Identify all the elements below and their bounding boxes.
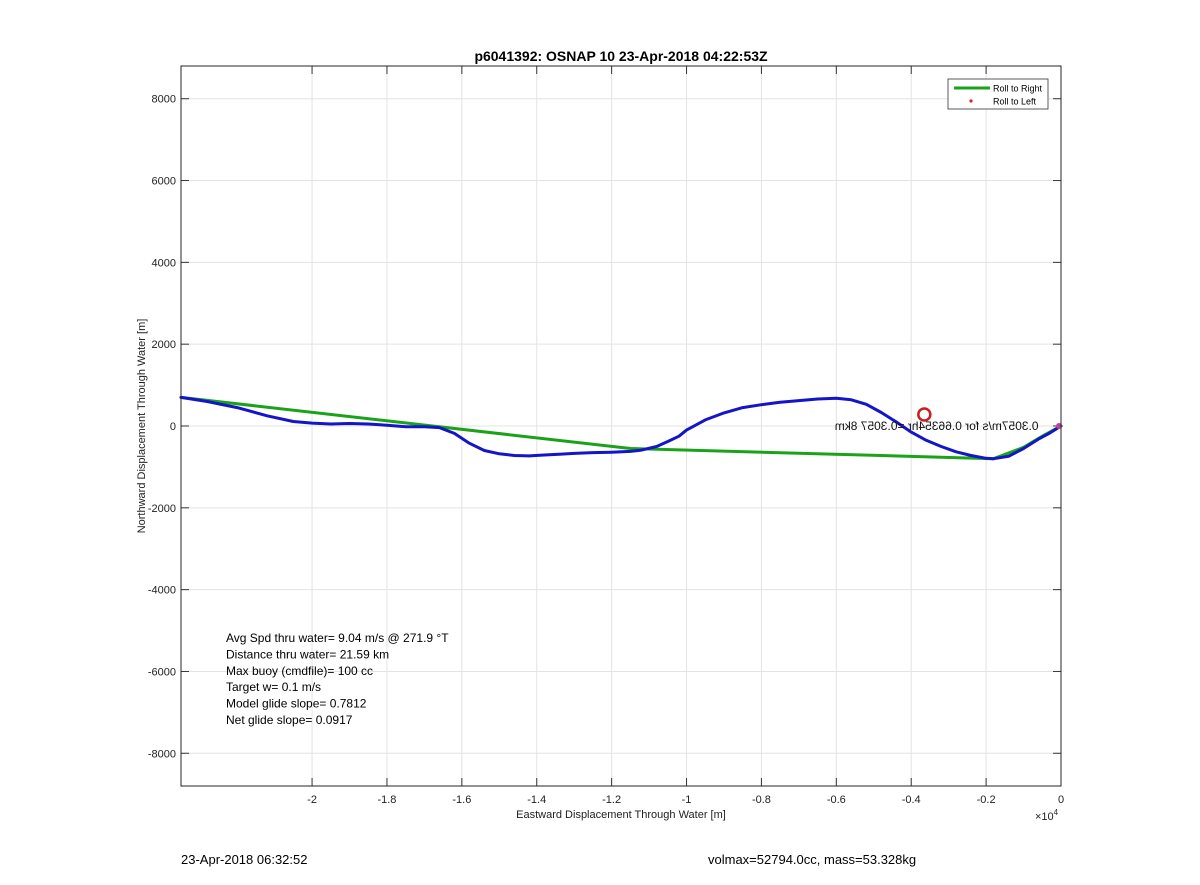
y-tick-label: 6000 <box>152 176 176 188</box>
y-tick-label: 2000 <box>152 339 176 351</box>
x-tick-label: -2 <box>307 794 317 806</box>
stats-line: Model glide slope= 0.7812 <box>226 697 367 711</box>
stats-line: Net glide slope= 0.0917 <box>226 713 353 727</box>
mirrored-annotation: 0.3057m/s for 0.66354hr =0.3057 8km <box>835 419 1039 433</box>
y-tick-label: -8000 <box>148 748 176 760</box>
stats-line: Max buoy (cmdfile)= 100 cc <box>226 664 373 678</box>
y-axis-label: Northward Displacement Through Water [m] <box>136 319 148 534</box>
x-tick-label: -1.6 <box>452 794 471 806</box>
x-tick-label: -1.8 <box>377 794 396 806</box>
chart-title: p6041392: OSNAP 10 23-Apr-2018 04:22:53Z <box>474 48 768 64</box>
x-tick-label: -1.2 <box>602 794 621 806</box>
y-tick-label: -6000 <box>148 666 176 678</box>
x-tick-label: -0.2 <box>977 794 996 806</box>
x-tick-label: -1.4 <box>527 794 546 806</box>
series-line-1 <box>179 395 1063 461</box>
x-axis-label: Eastward Displacement Through Water [m] <box>516 809 726 821</box>
y-tick-label: 8000 <box>152 94 176 106</box>
circle-marker <box>917 407 932 422</box>
y-tick-label: 0 <box>170 421 176 433</box>
footer-timestamp: 23-Apr-2018 06:32:52 <box>181 852 308 867</box>
x-exponent-label: ×104 <box>1035 808 1059 823</box>
legend-label: Roll to Left <box>993 97 1037 107</box>
y-tick-label: -2000 <box>148 503 176 515</box>
y-tick-label: 4000 <box>152 257 176 269</box>
stats-line: Distance thru water= 21.59 km <box>226 647 389 661</box>
y-tick-label: -4000 <box>148 585 176 597</box>
legend-swatch-dot <box>969 99 973 103</box>
x-tick-label: -1 <box>682 794 692 806</box>
footer-vol-mass: volmax=52794.0cc, mass=53.328kg <box>708 852 917 867</box>
stats-line: Avg Spd thru water= 9.04 m/s @ 271.9 °T <box>226 631 449 645</box>
x-tick-label: 0 <box>1058 794 1064 806</box>
stats-line: Target w= 0.1 m/s <box>226 680 321 694</box>
axes-frame <box>180 65 1062 787</box>
x-tick-label: -0.6 <box>827 794 846 806</box>
legend-box <box>947 78 1049 110</box>
legend-label: Roll to Right <box>993 84 1043 94</box>
x-tick-label: -0.4 <box>902 794 921 806</box>
x-tick-label: -0.8 <box>752 794 771 806</box>
